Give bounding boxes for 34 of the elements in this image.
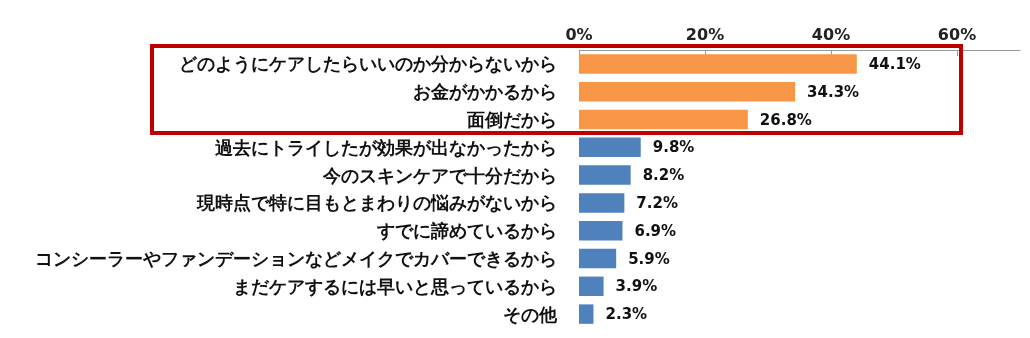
y-tick-label: 今のスキンケアで十分だから [322, 164, 557, 186]
y-tick-label: お金がかかるから [413, 81, 557, 103]
bar [579, 81, 796, 102]
y-tick-label: 現時点で特に目もとまわりの悩みがないから [196, 192, 557, 214]
data-label: 3.9% [615, 277, 658, 296]
bar [579, 220, 623, 241]
bar [579, 165, 631, 185]
y-tick-label: まだケアするには早いと思っているから [233, 275, 557, 297]
data-label: 9.8% [652, 138, 695, 157]
bar [579, 109, 748, 130]
bar [579, 276, 604, 297]
bar [579, 137, 641, 158]
data-label: 26.8% [759, 110, 812, 129]
data-label: 5.9% [628, 249, 670, 268]
y-tick-label: すでに諦めているから [376, 220, 557, 242]
data-label: 34.3% [807, 82, 860, 101]
data-label: 2.3% [605, 305, 648, 324]
data-label: 7.2% [636, 193, 678, 212]
x-tick-label: 40% [811, 24, 851, 44]
bar [579, 54, 857, 74]
y-tick-label: コンシーラーやファンデーションなどメイクでカバーできるから [35, 248, 557, 269]
y-tick-label: 過去にトライしたが効果が出なかったから [214, 136, 557, 158]
x-tick-label: 0% [565, 24, 593, 44]
data-label: 6.9% [634, 221, 677, 240]
x-tick-label: 20% [685, 24, 725, 44]
data-label: 44.1% [868, 54, 921, 73]
bar [579, 248, 617, 269]
data-label: 8.2% [642, 166, 685, 185]
bar [579, 193, 625, 213]
y-tick-label: 面倒だから [466, 109, 557, 130]
x-tick-label: 60% [937, 24, 977, 44]
y-tick-label: その他 [503, 303, 558, 325]
y-tick-label: どのようにケアしたらいいのか分からないから [179, 53, 557, 75]
bar [579, 304, 594, 324]
